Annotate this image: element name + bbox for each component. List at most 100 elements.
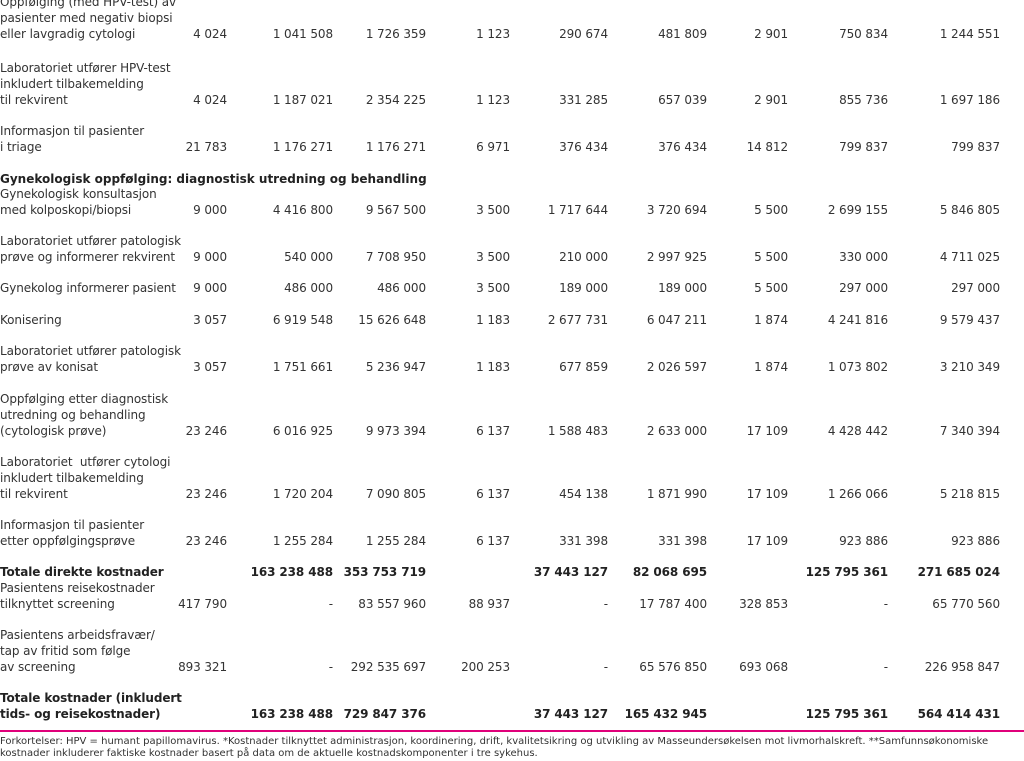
table-cell: 297 000	[951, 281, 1000, 295]
table-cell: 893 321	[178, 660, 227, 674]
table-cell: 799 837	[951, 140, 1000, 154]
table-cell: 88 937	[468, 597, 510, 611]
table-cell: 297 000	[839, 281, 888, 295]
table-row: Laboratoriet utfører cytologi inkludert …	[0, 454, 1024, 502]
table-cell: 1 266 066	[827, 487, 888, 501]
table-cell: 376 434	[658, 140, 707, 154]
table-cell: 226 958 847	[924, 660, 1000, 674]
table-cell: 855 736	[839, 93, 888, 107]
table-cell: 540 000	[284, 250, 333, 264]
table-cell: 417 790	[178, 597, 227, 611]
table-cell: 1 187 021	[272, 93, 333, 107]
table-cell: 1 874	[754, 360, 788, 374]
table-cell: 5 846 805	[939, 203, 1000, 217]
table-cell: 200 253	[461, 660, 510, 674]
table-cell: 486 000	[377, 281, 426, 295]
table-cell: 564 414 431	[917, 707, 1001, 721]
section-heading: Gynekologisk oppfølging: diagnostisk utr…	[0, 172, 427, 186]
row-label: Konisering	[0, 313, 62, 327]
table-cell: 4 241 816	[827, 313, 888, 327]
table-cell: 3 210 349	[939, 360, 1000, 374]
table-cell: 163 238 488	[250, 707, 334, 721]
table-row: Gynekolog informerer pasient 9 000 486 000…	[0, 280, 1024, 296]
table-cell: 21 783	[185, 140, 227, 154]
table-cell: 9 579 437	[939, 313, 1000, 327]
divider-rule	[0, 730, 1024, 732]
table-cell: 331 285	[559, 93, 608, 107]
table-cell: 9 973 394	[365, 424, 426, 438]
table-cell: 1 176 271	[272, 140, 333, 154]
table-cell: 5 500	[754, 281, 788, 295]
table-row: Informasjon til pasienter etter oppfølgi…	[0, 517, 1024, 549]
table-cell: 83 557 960	[358, 597, 426, 611]
table-row: Pasientens arbeidsfravær/ tap av fritid …	[0, 627, 1024, 675]
table-cell: 2 677 731	[547, 313, 608, 327]
table-cell: 9 567 500	[365, 203, 426, 217]
table-cell: 1 183	[476, 313, 510, 327]
row-label: Gynekologisk konsultasjon med kolposkopi…	[0, 187, 157, 217]
table-cell: 23 246	[185, 534, 227, 548]
table-cell: 3 500	[476, 203, 510, 217]
table-cell: 82 068 695	[632, 565, 707, 579]
table-cell: 6 047 211	[646, 313, 707, 327]
table-row: Konisering 3 057 6 919 548 15 626 648 1 183 2…	[0, 312, 1024, 328]
table-cell: 7 708 950	[365, 250, 426, 264]
table-cell: -	[883, 597, 888, 611]
footnote: Forkortelser: HPV = humant papillomaviru…	[0, 736, 989, 759]
table-cell: 331 398	[658, 534, 707, 548]
table-cell: 9 000	[193, 250, 227, 264]
table-cell: 37 443 127	[533, 707, 608, 721]
table-cell: 1 255 284	[272, 534, 333, 548]
table-cell: -	[603, 660, 608, 674]
row-label: Oppfølging etter diagnostisk utredning o…	[0, 392, 169, 438]
table-cell: 5 236 947	[365, 360, 426, 374]
table-cell: 210 000	[559, 250, 608, 264]
table-cell: 17 109	[746, 424, 788, 438]
table-cell: 657 039	[658, 93, 707, 107]
table-cell: 6 971	[476, 140, 510, 154]
table-cell: 376 434	[559, 140, 608, 154]
table-cell: 1 041 508	[272, 27, 333, 41]
table-cell: 6 137	[476, 424, 510, 438]
table-cell: 65 770 560	[932, 597, 1000, 611]
table-cell: 1 874	[754, 313, 788, 327]
table-cell: 23 246	[185, 487, 227, 501]
table-row: Oppfølging etter diagnostisk utredning o…	[0, 391, 1024, 439]
table-cell: 163 238 488	[250, 565, 334, 579]
table-cell: 1 123	[476, 27, 510, 41]
table-cell: 3 057	[193, 313, 227, 327]
table-cell: 6 137	[476, 487, 510, 501]
table-cell: 353 753 719	[343, 565, 427, 579]
table-cell: 14 812	[746, 140, 788, 154]
table-cell: 3 500	[476, 281, 510, 295]
row-label: Pasientens arbeidsfravær/ tap av fritid …	[0, 628, 155, 674]
table-row: Gynekologisk konsultasjon med kolposkopi…	[0, 186, 1024, 218]
table-cell: 37 443 127	[533, 565, 608, 579]
table-row: Totale direkte kostnader 163 238 488 353 7…	[0, 564, 1024, 580]
table-row: Laboratoriet utfører patologisk prøve av…	[0, 343, 1024, 375]
table-cell: 1 697 186	[939, 93, 1000, 107]
table-cell: 4 711 025	[939, 250, 1000, 264]
row-label: Laboratoriet utfører patologisk prøve av…	[0, 344, 181, 374]
table-cell: 729 847 376	[343, 707, 427, 721]
table-cell: 2 633 000	[646, 424, 707, 438]
table-cell: -	[328, 660, 333, 674]
table-cell: 5 218 815	[939, 487, 1000, 501]
table-cell: 9 000	[193, 203, 227, 217]
table-cell: 328 853	[739, 597, 788, 611]
table-cell: 1 871 990	[646, 487, 707, 501]
table-cell: 271 685 024	[917, 565, 1001, 579]
table-cell: 1 717 644	[547, 203, 608, 217]
table-cell: 2 901	[754, 27, 788, 41]
row-label: Laboratoriet utfører HPV-test inkludert …	[0, 61, 171, 107]
row-label: Informasjon til pasienter etter oppfølgi…	[0, 518, 145, 548]
row-label: Laboratoriet utfører patologisk prøve og…	[0, 234, 181, 264]
table-cell: 4 024	[193, 93, 227, 107]
row-label: Oppfølging (med HPV-test) av pasienter m…	[0, 0, 177, 41]
table-cell: 1 255 284	[365, 534, 426, 548]
table-cell: 799 837	[839, 140, 888, 154]
table-cell: 4 024	[193, 27, 227, 41]
table-cell: 3 720 694	[646, 203, 707, 217]
table-cell: 3 500	[476, 250, 510, 264]
table-cell: 330 000	[839, 250, 888, 264]
